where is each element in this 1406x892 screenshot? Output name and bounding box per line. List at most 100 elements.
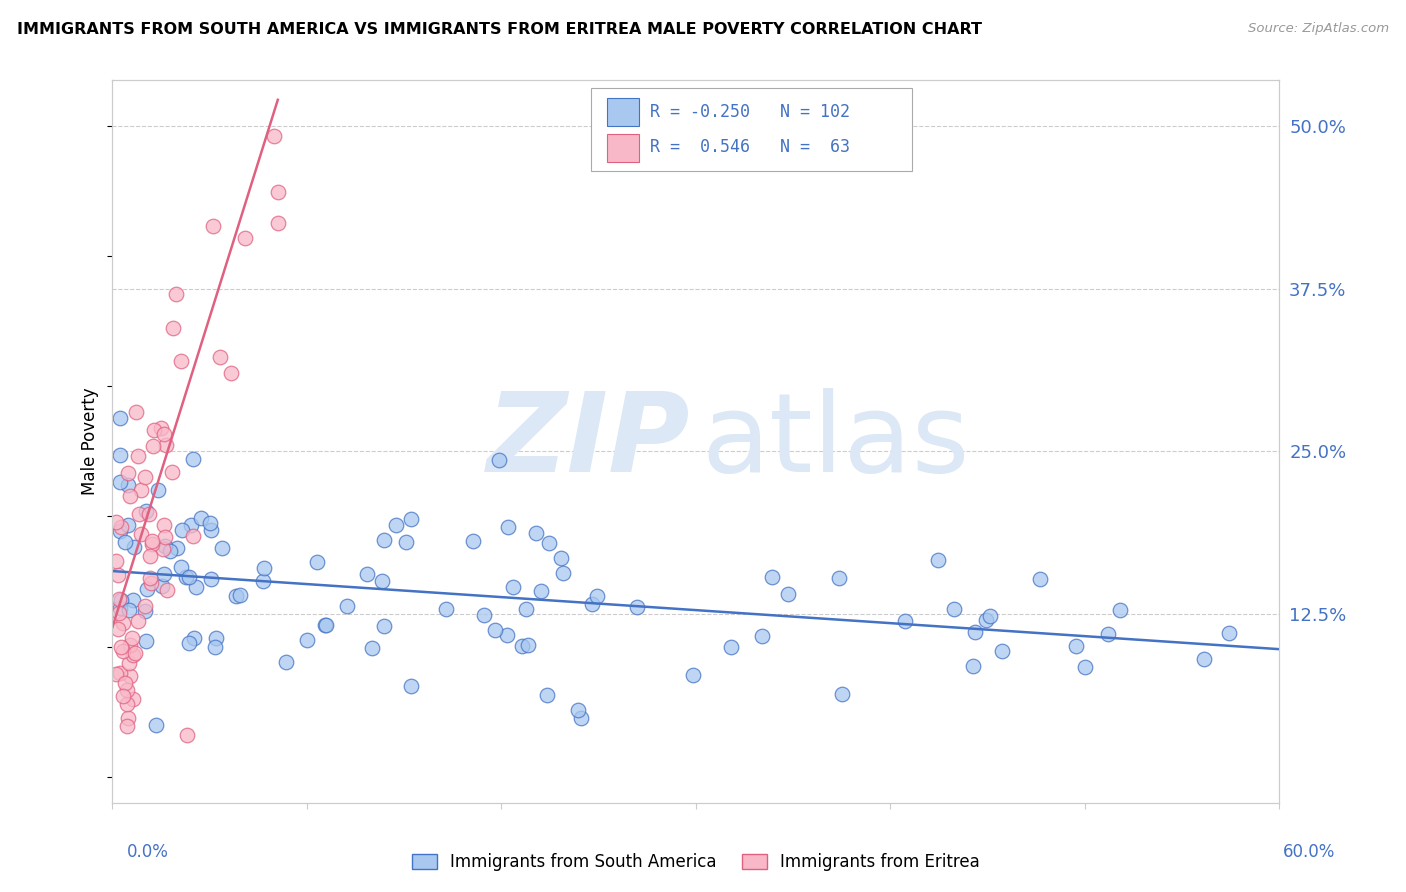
Point [778, 587, 800, 601]
Point [177, 636, 200, 650]
Point [110, 524, 132, 539]
Point [127, 449, 149, 463]
Point [135, 582, 157, 597]
Point [1097, 626, 1119, 640]
Point [399, 679, 422, 693]
Point [228, 588, 250, 602]
Point [263, 129, 285, 144]
Point [105, 554, 128, 568]
Point [384, 517, 406, 532]
Point [184, 580, 207, 594]
Point [141, 533, 163, 548]
Point [201, 219, 224, 234]
Point [110, 665, 132, 680]
Point [581, 597, 603, 611]
Point [315, 617, 337, 632]
Point [181, 529, 204, 543]
Point [170, 354, 193, 368]
Point [135, 504, 157, 518]
Point [371, 574, 394, 589]
Text: Source: ZipAtlas.com: Source: ZipAtlas.com [1249, 22, 1389, 36]
Point [112, 615, 135, 630]
Point [134, 470, 156, 484]
Point [105, 515, 128, 529]
Point [122, 540, 145, 554]
Point [434, 602, 457, 616]
Point [551, 566, 574, 580]
Point [524, 525, 547, 540]
Point [1218, 626, 1240, 640]
Point [107, 567, 129, 582]
Text: ZIP: ZIP [486, 388, 690, 495]
Point [208, 350, 231, 364]
Point [488, 453, 510, 467]
Point [135, 633, 157, 648]
Point [751, 630, 773, 644]
Point [1029, 572, 1052, 586]
Point [141, 537, 163, 551]
Point [211, 541, 233, 556]
Text: 60.0%: 60.0% [1284, 843, 1336, 861]
Point [121, 648, 143, 662]
Point [267, 216, 290, 230]
Point [110, 520, 132, 534]
Point [176, 728, 198, 742]
Point [200, 572, 222, 586]
Point [110, 593, 132, 607]
Point [219, 366, 242, 380]
Point [894, 614, 917, 628]
Point [373, 533, 395, 547]
Point [115, 719, 138, 733]
Point [105, 666, 128, 681]
Point [121, 631, 143, 645]
Point [991, 644, 1014, 658]
Point [122, 592, 145, 607]
Point [139, 576, 162, 591]
Point [502, 580, 524, 594]
Point [181, 451, 204, 466]
Text: 0.0%: 0.0% [127, 843, 169, 861]
Point [828, 571, 851, 585]
Point [515, 602, 537, 616]
Point [118, 603, 141, 617]
Point [138, 571, 160, 585]
Point [942, 602, 965, 616]
Point [153, 540, 176, 554]
Point [174, 569, 197, 583]
Point [145, 717, 167, 731]
Point [496, 520, 519, 534]
Point [142, 423, 165, 437]
Point [110, 411, 132, 425]
Point [305, 555, 328, 569]
Point [139, 549, 162, 563]
Point [626, 599, 648, 614]
Point [134, 599, 156, 613]
Point [114, 535, 136, 549]
Point [124, 647, 146, 661]
Point [129, 483, 152, 497]
Point [183, 631, 205, 645]
Point [117, 477, 139, 491]
Point [179, 517, 201, 532]
Point [108, 606, 131, 620]
Point [274, 656, 297, 670]
FancyBboxPatch shape [607, 98, 638, 126]
Point [152, 541, 174, 556]
Point [399, 512, 422, 526]
Point [516, 638, 538, 652]
Point [198, 516, 221, 530]
Point [110, 475, 132, 489]
Point [831, 687, 853, 701]
Point [356, 567, 378, 582]
Point [682, 668, 704, 682]
Point [200, 523, 222, 537]
Point [567, 703, 589, 717]
Point [150, 579, 173, 593]
Point [550, 551, 572, 566]
Point [156, 582, 179, 597]
Point [152, 427, 174, 442]
Point [129, 527, 152, 541]
Point [138, 507, 160, 521]
Point [117, 656, 139, 670]
Point [110, 600, 132, 615]
